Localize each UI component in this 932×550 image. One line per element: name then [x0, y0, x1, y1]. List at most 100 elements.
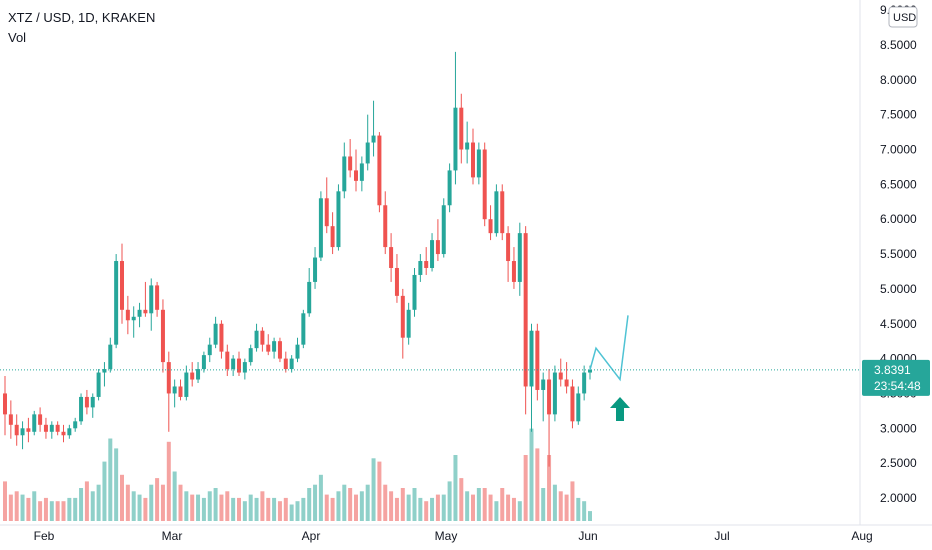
price-axis[interactable]: 2.00002.50003.00003.50004.00004.50005.00…	[859, 0, 917, 525]
candle-body	[55, 424, 60, 432]
volume-bar	[237, 497, 241, 521]
volume-bar	[84, 481, 89, 521]
candle-body	[178, 386, 183, 397]
time-tick-label: May	[435, 529, 458, 543]
volume-bar	[283, 497, 288, 521]
volume-bar	[143, 497, 148, 521]
volume-bar	[272, 497, 277, 521]
volume-bar	[207, 491, 212, 521]
volume-bar	[336, 491, 341, 521]
volume-bar	[213, 488, 218, 521]
volume-bar	[394, 497, 399, 521]
volume-bar	[266, 497, 271, 521]
candle-body	[225, 351, 230, 370]
candle-body	[120, 261, 124, 310]
candle-body	[471, 142, 475, 178]
projection-layer	[589, 315, 630, 421]
candle-body	[49, 424, 54, 432]
candle-body	[73, 421, 78, 429]
candle-body	[348, 156, 353, 171]
candle-body	[558, 372, 563, 380]
candle-body	[137, 309, 142, 317]
candle-body	[441, 205, 446, 255]
candle-body	[166, 362, 171, 394]
volume-bar	[196, 494, 201, 521]
candle-body	[523, 233, 528, 387]
volume-bar	[55, 501, 60, 521]
volume-bar	[149, 484, 154, 521]
symbol-title: XTZ / USD, 1D, KRAKEN	[8, 10, 155, 25]
candle-body	[14, 424, 19, 436]
volume-bar	[231, 497, 236, 521]
time-tick-label: Jul	[714, 529, 729, 543]
candle-body	[588, 369, 592, 373]
candle-body	[488, 219, 493, 234]
volume-bar	[511, 497, 516, 521]
volume-bar	[61, 501, 66, 521]
candle-body	[371, 135, 376, 143]
volume-bar	[465, 491, 470, 521]
candle-body	[248, 348, 253, 363]
volume-bar	[523, 455, 528, 521]
volume-bar	[441, 494, 446, 521]
volume-bar	[459, 478, 464, 521]
candle-body	[570, 386, 575, 422]
volume-bar	[14, 491, 19, 521]
volume-bar	[582, 501, 587, 521]
volume-bar	[330, 497, 335, 521]
current-price-tag: 3.8391 23:54:48	[862, 359, 930, 396]
candle-body	[84, 396, 89, 408]
candle-body	[465, 142, 470, 150]
volume-bar	[482, 488, 487, 521]
volume-bar	[125, 484, 130, 521]
volume-bar	[447, 481, 452, 521]
time-tick-label: Apr	[302, 529, 321, 543]
candle-body	[424, 261, 429, 268]
volume-bar	[248, 494, 253, 521]
volume-bar	[535, 448, 540, 521]
volume-bar	[295, 501, 300, 521]
currency-badge[interactable]: USD	[888, 6, 918, 28]
volume-bar	[435, 494, 440, 521]
candle-body	[213, 323, 218, 345]
candle-body	[125, 309, 130, 321]
volume-bar	[219, 494, 224, 521]
volume-bar	[570, 481, 575, 521]
volume-label: Vol	[8, 30, 26, 45]
volume-bar	[389, 491, 394, 521]
candle-body	[149, 285, 154, 314]
volume-bar	[277, 501, 282, 521]
volume-bar	[371, 458, 376, 521]
volume-bar	[588, 511, 592, 521]
volume-bar	[79, 488, 84, 521]
candle-body	[383, 205, 388, 248]
volume-bar	[137, 494, 142, 521]
candle-body	[389, 247, 394, 268]
candle-body	[266, 344, 271, 352]
candle-body	[20, 428, 25, 436]
volume-bar	[424, 501, 429, 521]
time-axis[interactable]: Feb Mar Apr May Jun Jul Aug	[0, 524, 932, 543]
candle-body	[541, 379, 546, 390]
candle-body	[3, 393, 7, 415]
candle-body	[529, 330, 534, 387]
time-tick-label: Jun	[578, 529, 597, 543]
candle-body	[242, 362, 247, 373]
volume-bar	[73, 497, 78, 521]
price-tick-label: 3.0000	[880, 421, 917, 435]
candle-body	[237, 358, 241, 373]
volume-bar	[178, 484, 183, 521]
candle-body	[517, 233, 522, 282]
candle-body	[354, 170, 358, 181]
price-tick-label: 8.0000	[880, 73, 917, 87]
price-tick-label: 5.0000	[880, 282, 917, 296]
candle-body	[418, 261, 423, 275]
candle-body	[313, 257, 318, 282]
time-tick-label: Aug	[851, 529, 872, 543]
candle-body	[272, 341, 277, 352]
candle-body	[494, 191, 499, 234]
volume-bar	[254, 497, 259, 521]
candle-body	[196, 369, 201, 380]
volume-bar	[359, 491, 364, 521]
